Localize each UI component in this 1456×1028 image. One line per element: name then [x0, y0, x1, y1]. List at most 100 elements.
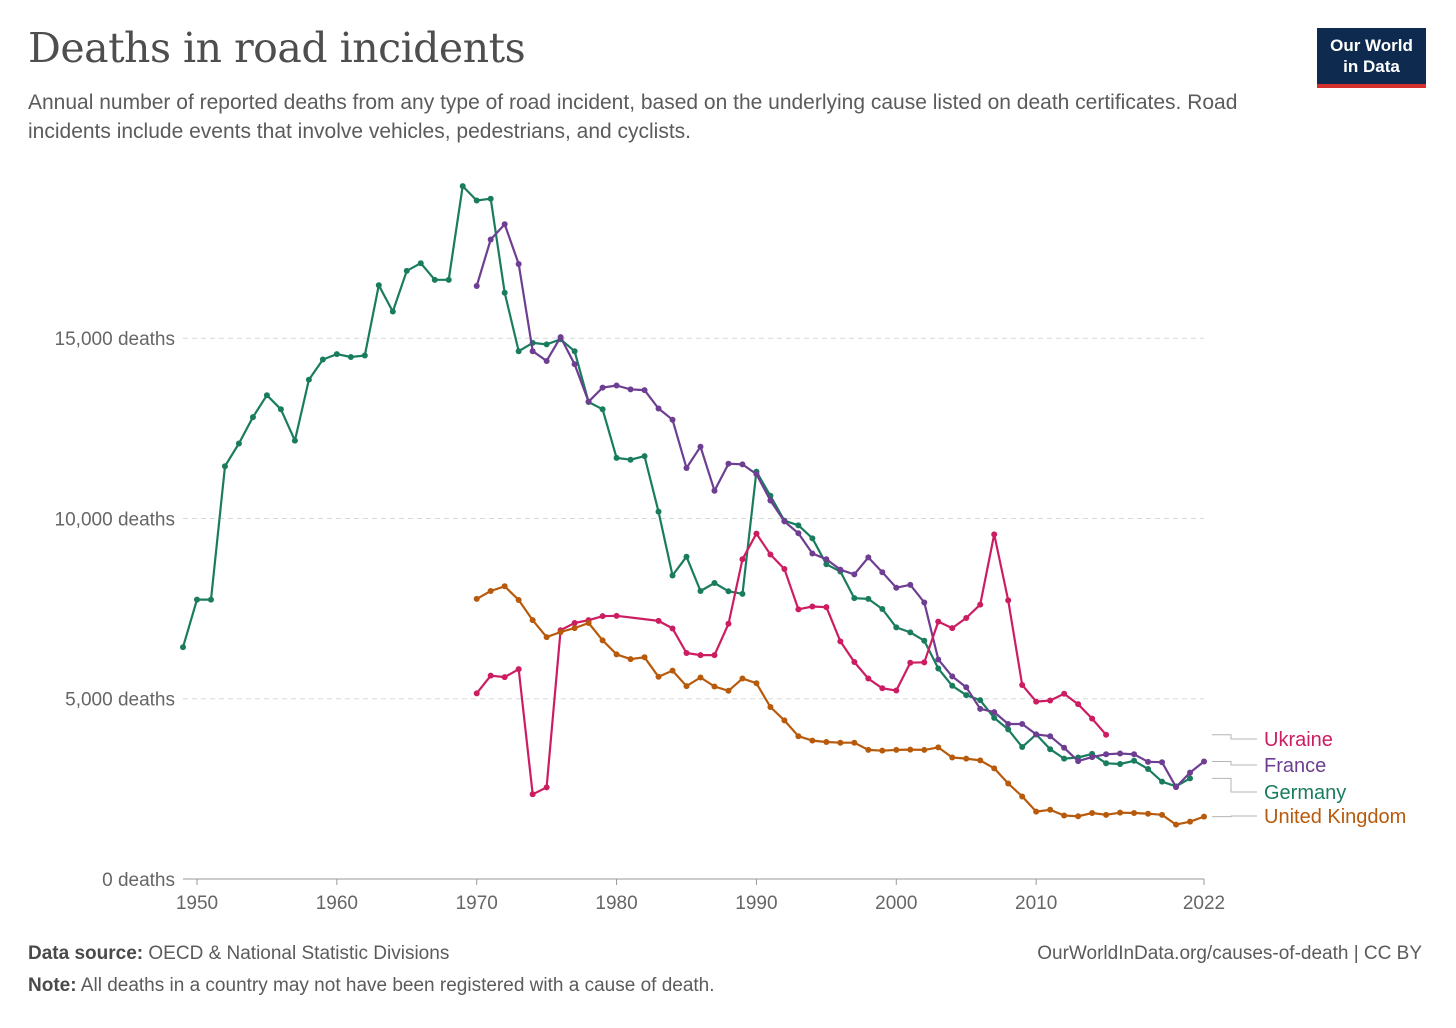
data-point[interactable]: [585, 398, 592, 405]
data-point[interactable]: [767, 497, 774, 504]
data-point[interactable]: [487, 236, 494, 243]
data-point[interactable]: [893, 746, 900, 753]
data-point[interactable]: [1131, 757, 1138, 764]
data-point[interactable]: [599, 406, 606, 413]
data-point[interactable]: [347, 353, 354, 360]
data-point[interactable]: [697, 587, 704, 594]
data-point[interactable]: [585, 620, 592, 627]
data-point[interactable]: [921, 659, 928, 666]
data-point[interactable]: [711, 580, 718, 587]
data-point[interactable]: [907, 629, 914, 636]
data-point[interactable]: [977, 757, 984, 764]
data-point[interactable]: [991, 714, 998, 721]
data-point[interactable]: [515, 260, 522, 267]
data-point[interactable]: [1173, 784, 1180, 791]
data-point[interactable]: [1047, 697, 1054, 704]
data-point[interactable]: [935, 665, 942, 672]
data-point[interactable]: [1047, 806, 1054, 813]
data-point[interactable]: [879, 685, 886, 692]
data-point[interactable]: [1005, 597, 1012, 604]
data-point[interactable]: [180, 644, 186, 651]
data-point[interactable]: [599, 384, 606, 391]
series-line[interactable]: [475, 223, 1205, 789]
data-point[interactable]: [1005, 726, 1012, 733]
data-point[interactable]: [361, 352, 368, 359]
data-point[interactable]: [683, 553, 690, 560]
data-point[interactable]: [1145, 758, 1152, 765]
data-point[interactable]: [683, 465, 690, 472]
data-point[interactable]: [977, 697, 984, 704]
data-point[interactable]: [865, 595, 872, 602]
data-point[interactable]: [963, 692, 970, 699]
data-point[interactable]: [711, 652, 718, 659]
data-point[interactable]: [711, 487, 718, 494]
data-point[interactable]: [1061, 690, 1068, 697]
data-point[interactable]: [823, 556, 830, 563]
data-point[interactable]: [837, 566, 844, 573]
data-point[interactable]: [1061, 812, 1068, 819]
data-point[interactable]: [1117, 809, 1124, 816]
series-label-ukraine[interactable]: Ukraine: [1264, 729, 1333, 751]
data-point[interactable]: [193, 596, 200, 603]
data-point[interactable]: [613, 612, 620, 619]
data-point[interactable]: [375, 282, 382, 289]
data-point[interactable]: [389, 308, 396, 315]
data-point[interactable]: [851, 658, 858, 665]
data-point[interactable]: [529, 348, 536, 355]
data-point[interactable]: [417, 260, 424, 267]
data-point[interactable]: [949, 673, 956, 680]
data-point[interactable]: [515, 596, 522, 603]
data-point[interactable]: [515, 348, 522, 355]
data-point[interactable]: [669, 416, 676, 423]
data-point[interactable]: [669, 572, 676, 579]
series-germany[interactable]: [180, 183, 1194, 790]
data-point[interactable]: [641, 387, 648, 394]
data-point[interactable]: [1047, 746, 1054, 753]
data-point[interactable]: [207, 596, 214, 603]
data-point[interactable]: [711, 683, 718, 690]
data-point[interactable]: [781, 518, 788, 525]
data-point[interactable]: [753, 530, 760, 537]
data-point[interactable]: [655, 405, 662, 412]
data-point[interactable]: [823, 604, 830, 611]
data-point[interactable]: [1019, 720, 1026, 727]
data-point[interactable]: [697, 443, 704, 450]
data-point[interactable]: [991, 765, 998, 772]
data-point[interactable]: [543, 357, 550, 364]
data-point[interactable]: [795, 733, 802, 740]
data-point[interactable]: [473, 595, 480, 602]
series-united-kingdom[interactable]: [473, 583, 1207, 828]
data-point[interactable]: [907, 746, 914, 753]
data-point[interactable]: [865, 746, 872, 753]
data-point[interactable]: [935, 618, 942, 625]
data-point[interactable]: [795, 606, 802, 613]
data-point[interactable]: [921, 599, 928, 606]
data-point[interactable]: [1075, 813, 1082, 820]
data-point[interactable]: [487, 195, 494, 202]
data-point[interactable]: [1187, 769, 1194, 776]
data-point[interactable]: [235, 440, 242, 447]
data-point[interactable]: [1117, 750, 1124, 757]
data-point[interactable]: [823, 561, 830, 568]
data-point[interactable]: [753, 471, 760, 478]
data-point[interactable]: [1103, 751, 1110, 758]
data-point[interactable]: [459, 183, 466, 190]
data-point[interactable]: [851, 571, 858, 578]
data-point[interactable]: [893, 687, 900, 694]
data-point[interactable]: [725, 460, 732, 467]
data-point[interactable]: [1201, 813, 1207, 820]
data-point[interactable]: [249, 414, 256, 421]
data-point[interactable]: [501, 674, 508, 681]
data-point[interactable]: [893, 584, 900, 591]
data-point[interactable]: [725, 620, 732, 627]
data-point[interactable]: [949, 625, 956, 632]
data-point[interactable]: [571, 620, 578, 627]
data-point[interactable]: [991, 531, 998, 538]
data-point[interactable]: [949, 754, 956, 761]
data-point[interactable]: [767, 551, 774, 558]
data-point[interactable]: [613, 454, 620, 461]
data-point[interactable]: [1089, 754, 1096, 761]
data-point[interactable]: [753, 680, 760, 687]
data-point[interactable]: [795, 530, 802, 537]
data-point[interactable]: [1061, 744, 1068, 751]
